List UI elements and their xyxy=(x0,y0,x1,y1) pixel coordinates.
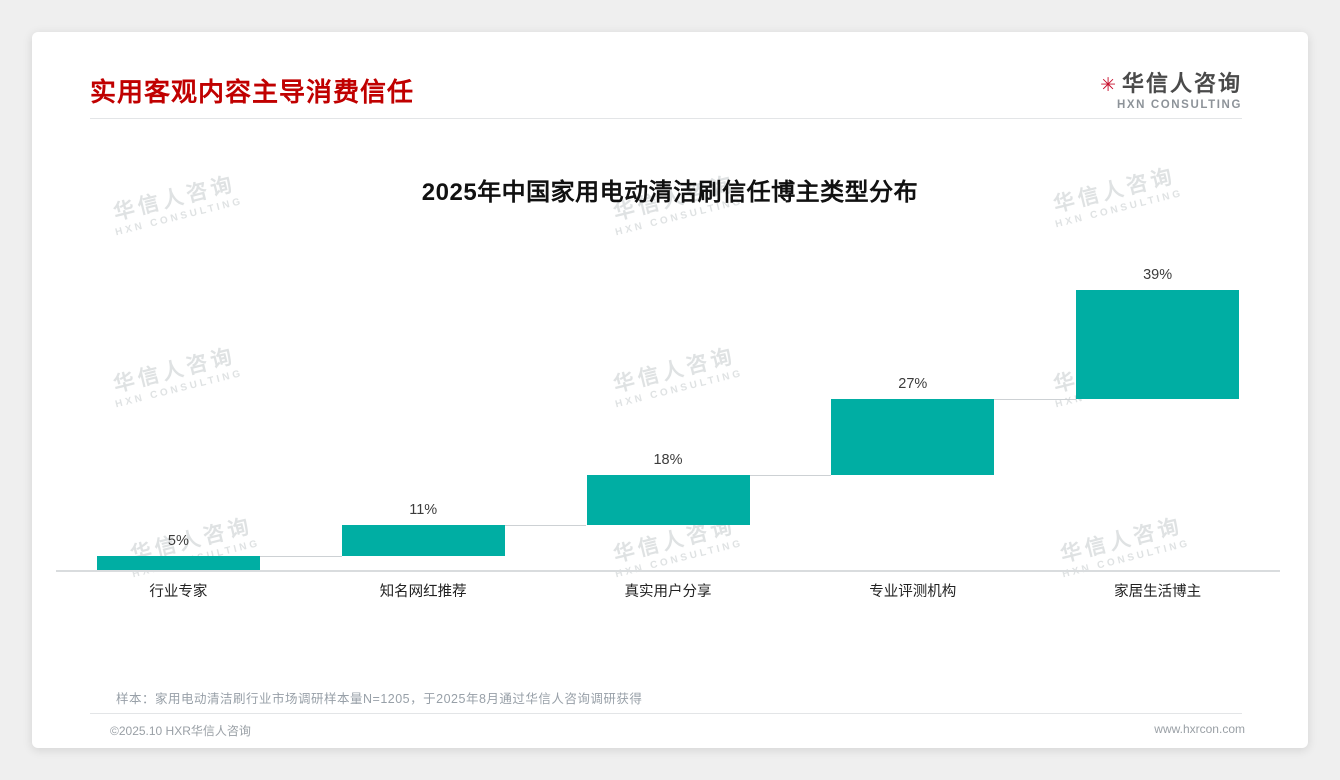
bar-value-label: 11% xyxy=(409,502,438,519)
page-title: 实用客观内容主导消费信任 xyxy=(90,77,415,107)
waterfall-chart: 5% 行业专家 11% 知名网红推荐 18% 真实用户分享 27% 专业评测机构 39% 家居生活… xyxy=(32,32,1308,748)
category-label: 真实用户分享 xyxy=(624,584,712,600)
bar-value-label: 27% xyxy=(898,376,928,393)
category-label: 知名网红推荐 xyxy=(379,584,467,600)
footer-divider xyxy=(90,713,1242,714)
slide-card: 实用客观内容主导消费信任 ✳ 华信人咨询 HXN CONSULTING 华信人咨询… xyxy=(32,32,1308,748)
bar-真实用户分享 xyxy=(586,474,750,526)
bar-value-label: 5% xyxy=(167,533,189,549)
category-label: 专业评测机构 xyxy=(869,584,957,600)
waterfall-connector xyxy=(994,399,1077,401)
bar-行业专家 xyxy=(96,556,260,570)
copyright: ©2025.10 HXR华信人咨询 xyxy=(110,724,251,738)
category-label: 行业专家 xyxy=(149,584,208,600)
logo-subtitle: HXN CONSULTING xyxy=(1116,99,1242,111)
waterfall-connector xyxy=(504,525,587,527)
footer: ©2025.10 HXR华信人咨询 www.hxrcon.com xyxy=(110,722,1245,739)
bar-专业评测机构 xyxy=(831,399,995,475)
waterfall-connector xyxy=(259,556,342,557)
logo-star-icon: ✳ xyxy=(1100,75,1118,96)
logo-name: 华信人咨询 xyxy=(1121,71,1242,96)
bar-value-label: 39% xyxy=(1143,267,1173,283)
chart-title: 2025年中国家用电动清洁刷信任博主类型分布 xyxy=(421,179,919,206)
footnote: 样本：家用电动清洁刷行业市场调研样本量N=1205，于2025年8月通过华信人咨… xyxy=(116,692,643,706)
company-logo: ✳ 华信人咨询 HXN CONSULTING xyxy=(1100,66,1242,111)
logo-wordmark: ✳ 华信人咨询 xyxy=(1100,66,1242,98)
chart-baseline xyxy=(56,570,1280,572)
header-divider xyxy=(90,118,1242,119)
waterfall-connector xyxy=(749,474,832,476)
category-label: 家居生活博主 xyxy=(1114,584,1202,600)
bar-知名网红推荐 xyxy=(341,525,505,556)
bar-家居生活博主 xyxy=(1076,290,1240,400)
website-url: www.hxrcon.com xyxy=(1154,722,1245,736)
bar-value-label: 18% xyxy=(653,451,683,468)
